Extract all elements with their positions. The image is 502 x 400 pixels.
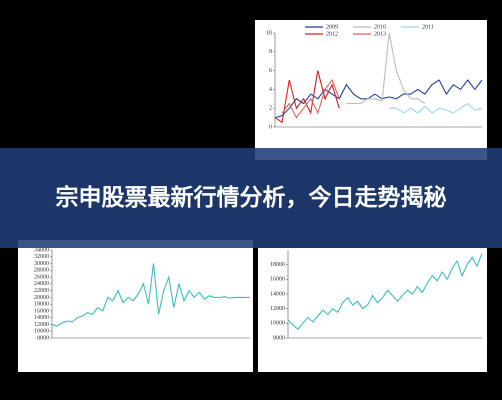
banner-title: 宗申股票最新行情分析，今日走势揭秘 (55, 185, 447, 211)
data-line (389, 102, 483, 114)
y-tick-label: 12000 (34, 322, 49, 328)
y-tick-label: 20000 (34, 295, 49, 301)
y-tick-label: 30000 (34, 261, 49, 267)
data-line (346, 32, 426, 105)
legend-label: 2010 (374, 24, 386, 30)
y-tick-label: 34000 (34, 247, 49, 253)
data-line (287, 253, 483, 330)
chart-panel (255, 20, 487, 160)
chart-panel (18, 240, 253, 372)
y-tick-label: 14000 (34, 315, 49, 321)
y-tick-label: 6 (269, 68, 272, 74)
y-tick-label: 4 (269, 87, 272, 93)
legend-label: 2013 (374, 31, 386, 37)
y-tick-label: 8 (269, 49, 272, 55)
y-tick-label: 8000 (273, 335, 285, 341)
y-tick-label: 32000 (34, 254, 49, 260)
y-tick-label: 14000 (270, 291, 285, 297)
y-tick-label: 2 (269, 106, 272, 112)
y-tick-label: 10000 (34, 329, 49, 335)
y-tick-label: 8000 (37, 335, 49, 341)
y-tick-label: 28000 (34, 268, 49, 274)
data-line (281, 78, 340, 119)
y-tick-label: 22000 (34, 288, 49, 294)
chart-panel (258, 248, 487, 372)
y-tick-label: 12000 (270, 306, 285, 312)
y-tick-label: 18000 (270, 262, 285, 268)
data-line (51, 263, 250, 327)
legend-label: 2011 (422, 24, 434, 30)
y-tick-label: 26000 (34, 274, 49, 280)
data-line (274, 70, 340, 124)
y-tick-label: 16000 (270, 277, 285, 283)
y-tick-label: 10000 (270, 321, 285, 327)
banner: 宗申股票最新行情分析，今日走势揭秘 (0, 148, 502, 248)
y-tick-label: 24000 (34, 281, 49, 287)
y-tick-label: 18000 (34, 302, 49, 308)
y-tick-label: 16000 (34, 308, 49, 314)
data-line (274, 79, 483, 119)
y-tick-label: 10 (266, 30, 272, 36)
legend-label: 2012 (326, 31, 338, 37)
y-tick-label: 0 (269, 124, 272, 130)
legend-label: 2009 (326, 24, 338, 30)
